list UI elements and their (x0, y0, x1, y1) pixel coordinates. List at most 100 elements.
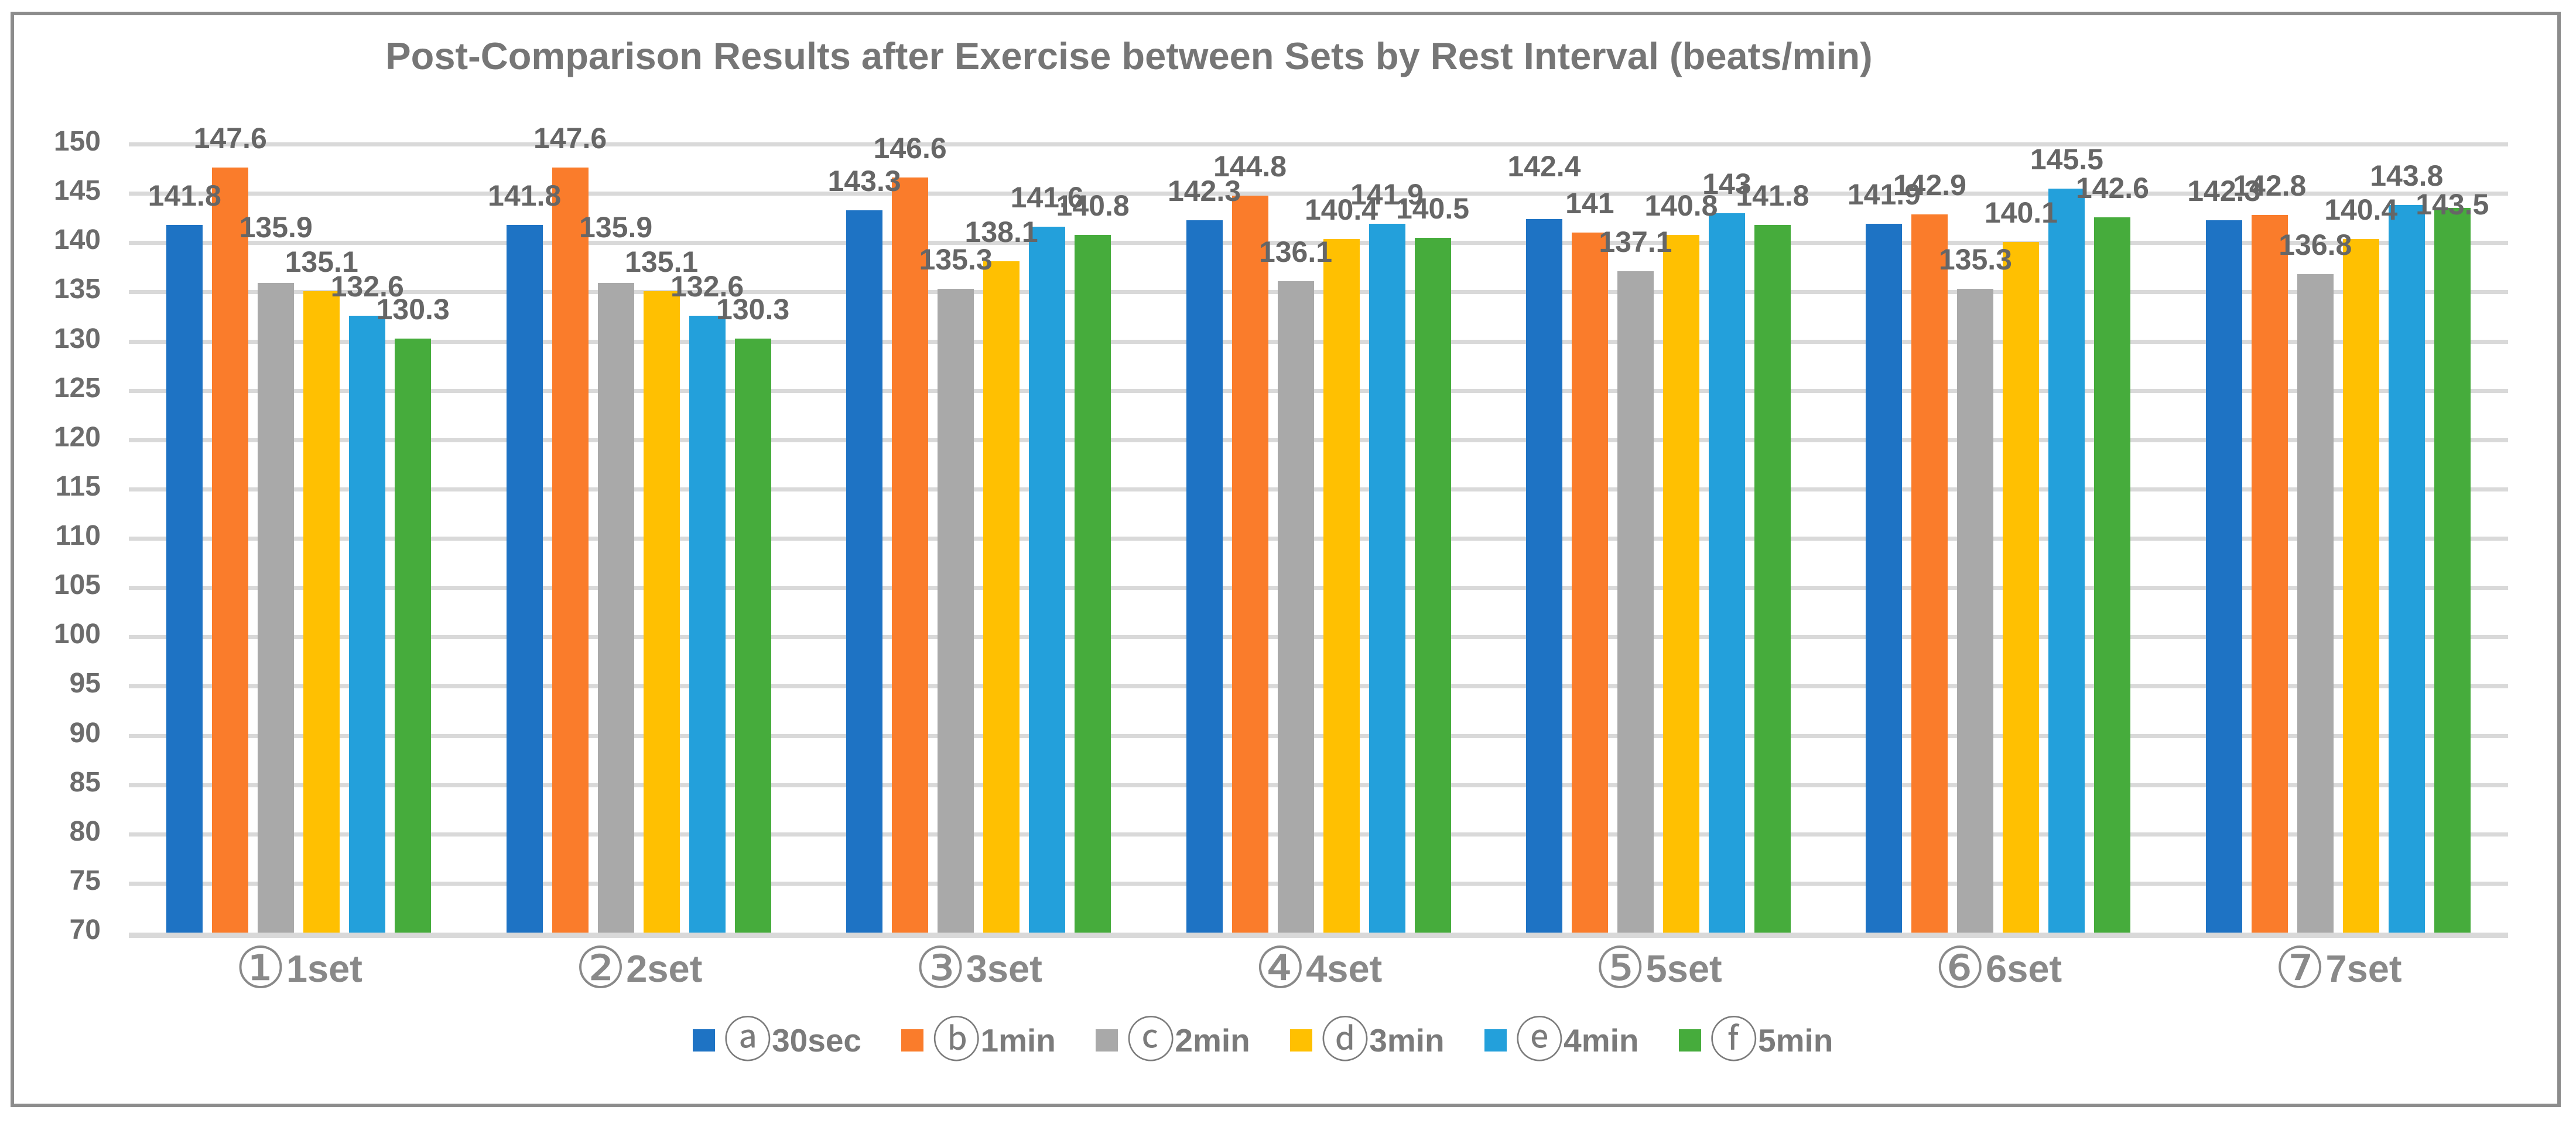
data-label: 143 (1702, 167, 1751, 200)
data-label: 143.5 (2416, 188, 2489, 221)
gridline (129, 241, 2508, 245)
data-label: 141.6 (1010, 181, 1084, 214)
y-axis-tick-label: 75 (69, 865, 101, 896)
bar-3min-3set[interactable] (983, 261, 1020, 933)
bar-5min-2set[interactable] (734, 338, 771, 933)
x-axis-category-label: ④ 4set (1254, 936, 1383, 1000)
legend-item-30sec[interactable]: ⓐ 30sec (692, 1013, 862, 1067)
y-axis-tick-label: 70 (69, 914, 101, 945)
y-axis-tick-label: 95 (69, 668, 101, 699)
legend-item-3min[interactable]: ⓓ 3min (1289, 1013, 1445, 1067)
y-axis-tick-label: 125 (53, 372, 101, 404)
data-label: 140.8 (1056, 189, 1130, 222)
bar-2min-6set[interactable] (1957, 289, 1994, 933)
bar-30sec-1set[interactable] (166, 225, 203, 933)
gridline (129, 192, 2508, 196)
bar-30sec-6set[interactable] (1866, 224, 1903, 933)
bar-5min-6set[interactable] (2094, 217, 2131, 933)
legend-label: ⓕ 5min (1709, 1013, 1833, 1067)
bar-5min-5set[interactable] (1754, 225, 1791, 933)
legend-item-1min[interactable]: ⓑ 1min (901, 1013, 1056, 1067)
bar-1min-5set[interactable] (1571, 233, 1608, 933)
x-axis-category-label: ⑦ 7set (2274, 936, 2402, 1000)
bar-4min-3set[interactable] (1029, 227, 1066, 933)
bar-2min-2set[interactable] (597, 283, 634, 933)
bar-1min-7set[interactable] (2251, 215, 2288, 933)
bar-5min-4set[interactable] (1414, 237, 1451, 933)
axis-baseline (129, 933, 2508, 938)
legend-item-5min[interactable]: ⓕ 5min (1678, 1013, 1833, 1067)
data-label: 142.9 (1893, 168, 1966, 202)
bar-5min-7set[interactable] (2434, 208, 2471, 933)
y-axis-tick-label: 130 (53, 323, 101, 354)
data-label: 132.6 (670, 269, 744, 303)
bar-4min-1set[interactable] (349, 315, 386, 933)
data-label: 147.6 (193, 122, 267, 155)
legend-text: 2min (1175, 1022, 1250, 1059)
bar-30sec-4set[interactable] (1186, 220, 1223, 933)
legend-label: ⓐ 30sec (723, 1013, 862, 1067)
y-axis-tick-label: 80 (69, 815, 101, 847)
bar-2min-5set[interactable] (1617, 271, 1654, 933)
bar-2min-7set[interactable] (2297, 274, 2334, 933)
bar-3min-7set[interactable] (2342, 238, 2379, 933)
gridline (129, 142, 2508, 146)
bar-1min-6set[interactable] (1911, 214, 1948, 933)
bar-3min-6set[interactable] (2003, 241, 2040, 933)
bar-3min-5set[interactable] (1662, 234, 1699, 933)
legend-text: 4min (1564, 1022, 1639, 1059)
legend-item-4min[interactable]: ⓔ 4min (1484, 1013, 1639, 1067)
category-text: 3set (966, 947, 1042, 990)
category-text: 4set (1306, 947, 1383, 990)
data-label: 142.4 (1507, 149, 1581, 183)
bar-5min-3set[interactable] (1075, 234, 1111, 933)
y-axis-tick-label: 110 (55, 520, 101, 551)
data-label: 141.9 (1350, 178, 1424, 211)
bar-2min-4set[interactable] (1277, 281, 1314, 933)
bar-2min-3set[interactable] (938, 289, 974, 933)
bar-1min-1set[interactable] (212, 168, 249, 933)
data-label: 135.9 (239, 211, 313, 244)
bar-4min-2set[interactable] (689, 315, 726, 933)
y-axis-tick-label: 100 (53, 619, 101, 650)
gridline (129, 832, 2508, 837)
y-axis-tick-label: 140 (53, 224, 101, 256)
data-label: 147.6 (533, 122, 607, 155)
bar-4min-4set[interactable] (1369, 224, 1405, 933)
chart-title: Post-Comparison Results after Exercise b… (385, 35, 1873, 77)
gridline (129, 586, 2508, 590)
bar-4min-7set[interactable] (2388, 205, 2425, 933)
data-label: 136.1 (1258, 235, 1333, 268)
legend-swatch-icon (1095, 1029, 1118, 1052)
legend: ⓐ 30sec ⓑ 1min ⓒ 2min ⓓ 3min ⓔ 4min ⓕ 5min (129, 1016, 2508, 1064)
bar-1min-2set[interactable] (552, 168, 589, 933)
legend-label: ⓑ 1min (932, 1013, 1056, 1067)
data-label: 135.9 (579, 211, 653, 244)
y-axis-tick-label: 145 (53, 175, 101, 207)
legend-text: 1min (980, 1022, 1056, 1059)
x-axis-category-label: ③ 3set (915, 936, 1042, 1000)
bar-30sec-5set[interactable] (1525, 219, 1562, 933)
bar-2min-1set[interactable] (258, 283, 295, 933)
bar-1min-4set[interactable] (1231, 195, 1268, 933)
legend-label: ⓒ 2min (1126, 1013, 1250, 1067)
bar-1min-3set[interactable] (892, 177, 929, 933)
data-label: 132.6 (330, 269, 404, 303)
bar-30sec-3set[interactable] (846, 210, 883, 933)
legend-item-2min[interactable]: ⓒ 2min (1095, 1013, 1250, 1067)
bar-5min-1set[interactable] (395, 338, 432, 933)
bar-4min-5set[interactable] (1708, 213, 1745, 933)
bar-3min-4set[interactable] (1323, 238, 1360, 933)
data-label: 135.1 (625, 245, 699, 278)
bar-30sec-7set[interactable] (2205, 220, 2242, 933)
bar-30sec-2set[interactable] (506, 225, 543, 933)
gridline (129, 733, 2508, 738)
bar-4min-6set[interactable] (2048, 188, 2085, 933)
legend-label: ⓓ 3min (1321, 1013, 1445, 1067)
legend-label: ⓔ 4min (1515, 1013, 1639, 1067)
x-axis-category-label: ⑥ 6set (1934, 936, 2062, 1000)
bar-3min-2set[interactable] (643, 291, 680, 933)
data-label: 130.3 (376, 292, 450, 326)
data-label: 140.8 (1644, 189, 1718, 222)
bar-3min-1set[interactable] (303, 291, 340, 933)
